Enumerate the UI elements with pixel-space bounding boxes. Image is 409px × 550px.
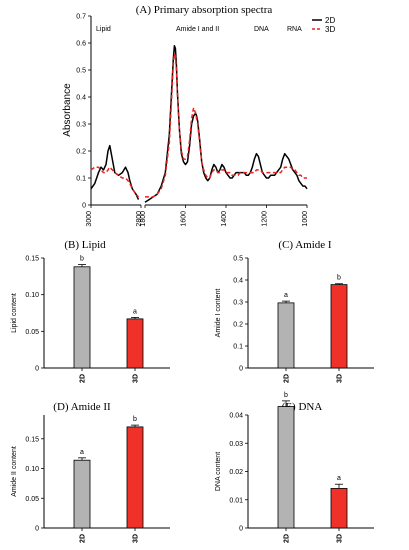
panel-e-y-tick-label: 0.03	[229, 441, 243, 448]
panel-d-y-tick-label: 0.10	[25, 466, 39, 473]
panel-b-y-tick-label: 0.10	[25, 292, 39, 299]
panel-b-title: (B) Lipid	[64, 239, 106, 251]
panel-d-bar-2d	[73, 459, 91, 529]
series-2d-line	[144, 44, 308, 203]
panel-e-x-tick-label: 3D	[337, 534, 344, 543]
panel-c-significance-letter: a	[284, 292, 288, 299]
series-3d-line	[145, 53, 307, 198]
panel-a-x-tick-label: 1400	[221, 211, 228, 227]
panel-c-x-tick-label: 3D	[337, 374, 344, 383]
panel-e-y-tick-label: 0.02	[229, 469, 243, 476]
panel-c-bar-3d	[330, 284, 348, 369]
panel-a-region-label: RNA	[287, 26, 302, 33]
panel-a-y-tick-label: 0.7	[76, 14, 86, 21]
panel-a-y-tick-label: 0.1	[76, 176, 86, 183]
panel-c-title: (C) Amide I	[278, 239, 331, 251]
panel-b-y-tick-label: 0.05	[25, 329, 39, 336]
series-3d-line	[90, 166, 140, 198]
legend-label-2d: 2D	[325, 16, 335, 25]
panel-d-y-label: Amide II content	[11, 446, 18, 497]
panel-b-x-tick-label: 2D	[80, 374, 87, 383]
panel-d-y-tick-label: 0.05	[25, 496, 39, 503]
panel-d-significance-letter: a	[80, 449, 84, 456]
panel-e-y-tick-label: 0.04	[229, 413, 243, 420]
panel-c-y-tick-label: 0.2	[233, 322, 243, 329]
panel-b-bar-2d	[73, 266, 91, 369]
panel-c-significance-letter: b	[337, 275, 341, 282]
panel-a-region-label: Lipid	[96, 26, 111, 33]
panel-a-y-tick-label: 0.3	[76, 122, 86, 129]
panel-d-y-tick-label: 0	[35, 526, 39, 533]
panel-b-y-label: Lipid content	[11, 293, 18, 333]
panel-e-y-label: DNA content	[215, 452, 222, 491]
panel-e-bar-3d	[330, 488, 348, 529]
panel-a-y-tick-label: 0.5	[76, 68, 86, 75]
panel-b-significance-letter: a	[133, 308, 137, 315]
panel-a-x-tick-label: 3000	[86, 211, 93, 227]
panel-a-x-tick-label: 1600	[181, 211, 188, 227]
panel-e-x-tick-label: 2D	[284, 534, 291, 543]
panel-d-x-tick-label: 3D	[133, 534, 140, 543]
panel-a-y-tick-label: 0.6	[76, 41, 86, 48]
panel-e-bar-2d	[277, 406, 295, 529]
series-2d-line	[90, 144, 140, 200]
panel-a-x-tick-label: 2800	[136, 211, 143, 227]
panel-c-y-label: Amide I content	[215, 289, 222, 338]
panel-b-y-tick-label: 0.15	[25, 256, 39, 263]
panel-a-title: (A) Primary absorption spectra	[136, 4, 273, 16]
panel-c-y-tick-label: 0.5	[233, 256, 243, 263]
panel-b-bar-3d	[126, 318, 144, 369]
panel-c-y-tick-label: 0	[239, 366, 243, 373]
panel-c-x-tick-label: 2D	[284, 374, 291, 383]
panel-c-y-tick-label: 0.3	[233, 300, 243, 307]
panel-a-y-label: Absorbance	[62, 83, 73, 137]
panel-b-y-tick-label: 0	[35, 366, 39, 373]
panel-d-significance-letter: b	[133, 416, 137, 423]
panel-a-x-tick-label: 1200	[262, 211, 269, 227]
panel-d-x-tick-label: 2D	[80, 534, 87, 543]
panel-e-significance-letter: b	[284, 392, 288, 399]
panel-e-y-tick-label: 0	[239, 526, 243, 533]
panel-a-x-tick-label: 1000	[302, 211, 309, 227]
panel-a-x-tick-label: 1800	[140, 211, 147, 227]
panel-b-x-tick-label: 3D	[133, 374, 140, 383]
panel-a-y-tick-label: 0	[82, 203, 86, 210]
panel-b-significance-letter: b	[80, 256, 84, 263]
panel-c-y-tick-label: 0.1	[233, 344, 243, 351]
panel-e-significance-letter: a	[337, 475, 341, 482]
panel-a-y-tick-label: 0.2	[76, 149, 86, 156]
panel-d-bar-3d	[126, 426, 144, 529]
panel-d-y-tick-label: 0.15	[25, 436, 39, 443]
legend-label-3d: 3D	[325, 25, 335, 34]
panel-c-bar-2d	[277, 302, 295, 369]
panel-e-y-tick-label: 0.01	[229, 497, 243, 504]
panel-a-region-label: DNA	[254, 26, 269, 33]
panel-c-y-tick-label: 0.4	[233, 278, 243, 285]
panel-d-title: (D) Amide II	[53, 401, 111, 413]
panel-a-region-label: Amide I and II	[176, 26, 219, 33]
panel-a-y-tick-label: 0.4	[76, 95, 86, 102]
